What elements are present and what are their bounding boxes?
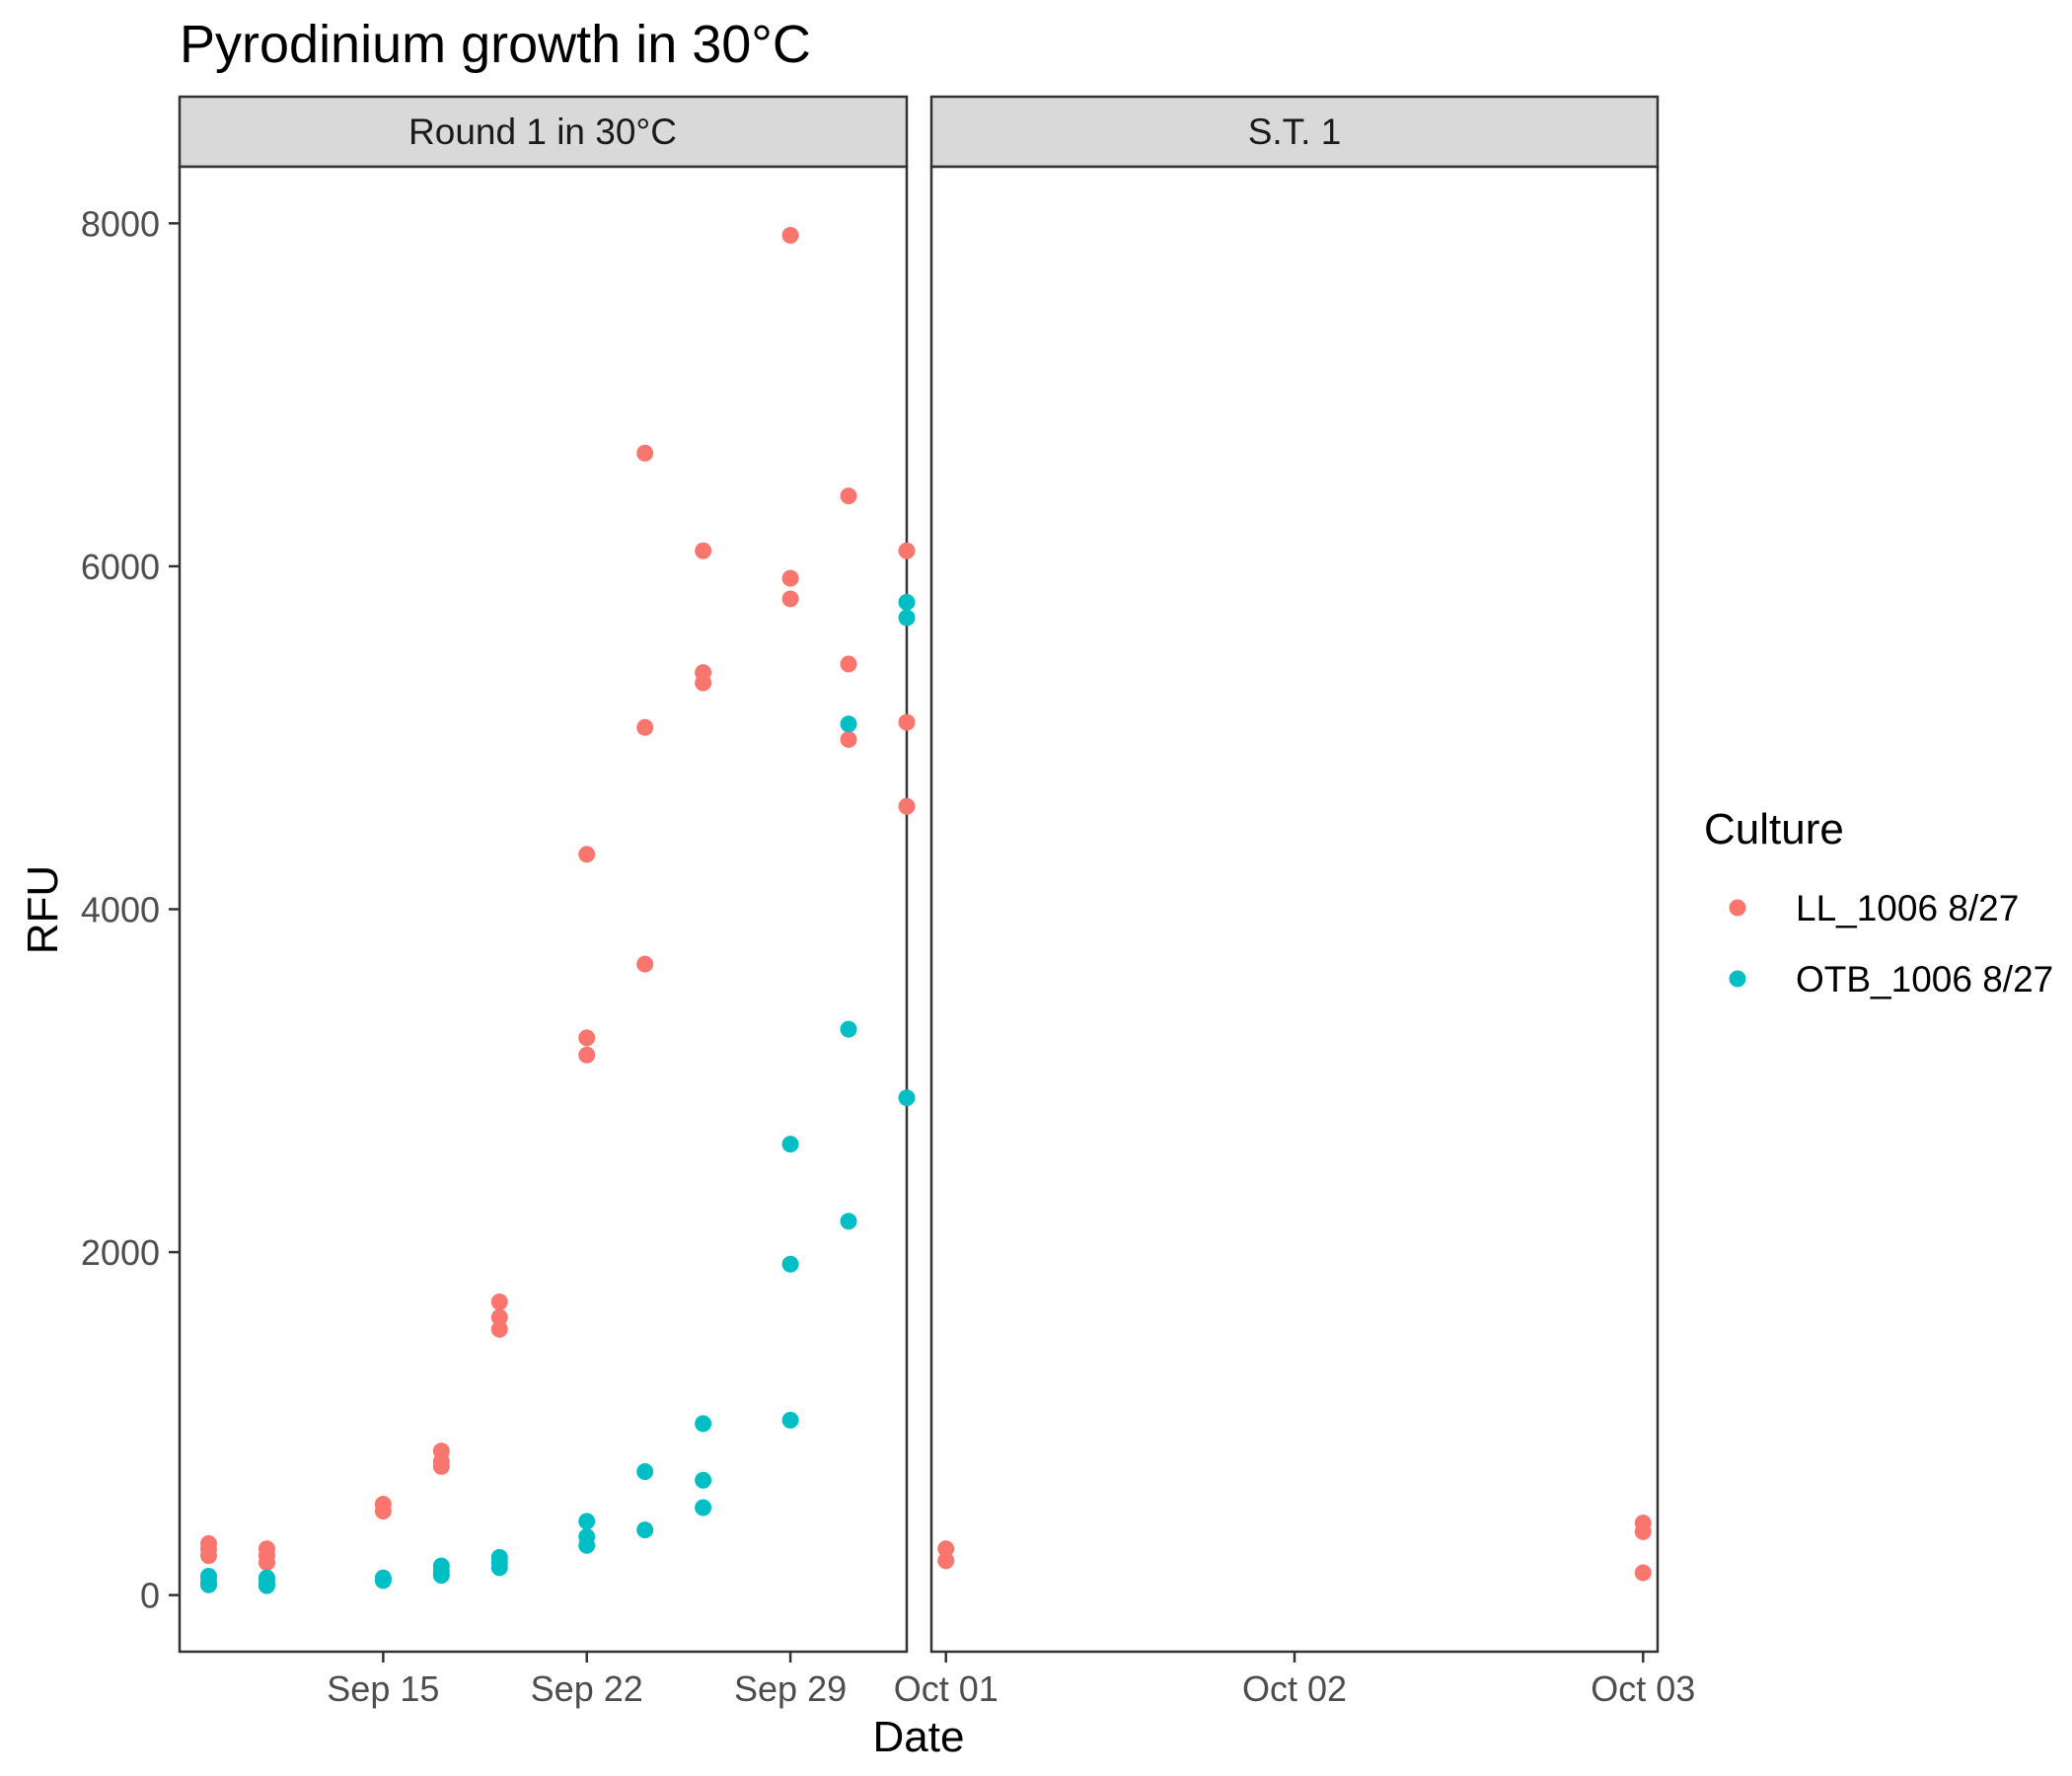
point-ll-1006-8-27 [374, 1502, 392, 1519]
point-ll-1006-8-27 [898, 713, 916, 731]
point-ll-1006-8-27 [490, 1293, 508, 1310]
facet-panel-st-1: S.T. 1 Oct 01 Oct 02 Oct 03 [894, 95, 1695, 1709]
point-ll-1006-8-27 [1634, 1564, 1652, 1582]
x-tick-label: Sep 15 [327, 1668, 439, 1709]
point-otb-1006-8-27 [374, 1572, 392, 1590]
y-tick-label: 2000 [81, 1232, 160, 1273]
point-otb-1006-8-27 [432, 1567, 450, 1585]
y-tick-label: 4000 [81, 890, 160, 930]
point-otb-1006-8-27 [840, 1213, 857, 1230]
point-otb-1006-8-27 [636, 1463, 654, 1481]
facet-panel-round-1: Round 1 in 30°C 0 2000 4000 6000 8000 Sep 15… [81, 95, 916, 1709]
point-otb-1006-8-27 [898, 593, 916, 611]
point-ll-1006-8-27 [937, 1552, 955, 1570]
point-ll-1006-8-27 [636, 955, 654, 973]
points-st-1 [937, 1515, 1652, 1582]
x-axis-st-1: Oct 01 Oct 02 Oct 03 [894, 1652, 1695, 1709]
point-otb-1006-8-27 [695, 1415, 712, 1433]
points-round-1 [199, 227, 916, 1594]
point-otb-1006-8-27 [695, 1471, 712, 1489]
chart-title: Pyrodinium growth in 30°C [180, 15, 811, 74]
point-ll-1006-8-27 [781, 569, 799, 587]
point-otb-1006-8-27 [898, 609, 916, 627]
point-otb-1006-8-27 [840, 715, 857, 733]
point-ll-1006-8-27 [898, 542, 916, 559]
point-otb-1006-8-27 [898, 1089, 916, 1107]
legend-key-ll-1006-8-27 [1729, 899, 1746, 917]
facet-strip-label-round-1: Round 1 in 30°C [408, 111, 677, 152]
point-otb-1006-8-27 [840, 1020, 857, 1038]
point-ll-1006-8-27 [695, 674, 712, 692]
point-otb-1006-8-27 [695, 1499, 712, 1517]
y-tick-label: 6000 [81, 547, 160, 587]
point-ll-1006-8-27 [781, 590, 799, 608]
legend-title: Culture [1704, 805, 1844, 853]
x-axis-title: Date [873, 1713, 965, 1761]
y-axis: 0 2000 4000 6000 8000 [81, 203, 180, 1616]
point-ll-1006-8-27 [199, 1547, 217, 1565]
panel-background-st-1 [929, 165, 1660, 1654]
point-ll-1006-8-27 [695, 542, 712, 559]
y-axis-title: RFU [19, 865, 67, 954]
legend: Culture LL_1006 8/27 OTB_1006 8/27 [1704, 805, 2053, 999]
point-otb-1006-8-27 [578, 1513, 596, 1530]
point-ll-1006-8-27 [781, 227, 799, 245]
legend-label-otb-1006-8-27: OTB_1006 8/27 [1796, 959, 2053, 999]
point-ll-1006-8-27 [578, 846, 596, 863]
point-otb-1006-8-27 [578, 1536, 596, 1554]
point-ll-1006-8-27 [636, 444, 654, 462]
x-tick-label: Sep 29 [734, 1668, 847, 1709]
point-ll-1006-8-27 [258, 1554, 275, 1572]
point-ll-1006-8-27 [840, 655, 857, 673]
point-otb-1006-8-27 [781, 1136, 799, 1153]
point-ll-1006-8-27 [432, 1457, 450, 1475]
x-tick-label: Oct 02 [1242, 1668, 1347, 1709]
point-ll-1006-8-27 [1634, 1522, 1652, 1540]
facet-strip-st-1 [929, 95, 1660, 169]
point-ll-1006-8-27 [490, 1320, 508, 1338]
facet-strip-round-1 [178, 95, 909, 169]
y-tick-label: 8000 [81, 203, 160, 244]
legend-items: LL_1006 8/27 OTB_1006 8/27 [1729, 888, 2053, 999]
point-ll-1006-8-27 [578, 1029, 596, 1047]
x-tick-label: Sep 22 [531, 1668, 643, 1709]
y-tick-label: 0 [140, 1576, 160, 1616]
panel-background-round-1 [178, 165, 909, 1654]
point-otb-1006-8-27 [490, 1559, 508, 1577]
x-axis-round-1: Sep 15 Sep 22 Sep 29 [327, 1652, 847, 1709]
point-ll-1006-8-27 [578, 1046, 596, 1064]
point-ll-1006-8-27 [490, 1308, 508, 1326]
facet-strip-label-st-1: S.T. 1 [1248, 111, 1342, 152]
point-ll-1006-8-27 [898, 797, 916, 815]
point-ll-1006-8-27 [840, 487, 857, 505]
point-ll-1006-8-27 [937, 1540, 955, 1558]
x-tick-label: Oct 03 [1591, 1668, 1695, 1709]
point-otb-1006-8-27 [781, 1255, 799, 1273]
point-otb-1006-8-27 [258, 1577, 275, 1594]
legend-key-otb-1006-8-27 [1729, 970, 1746, 988]
point-otb-1006-8-27 [636, 1521, 654, 1539]
point-otb-1006-8-27 [199, 1576, 217, 1593]
x-tick-label: Oct 01 [894, 1668, 999, 1709]
point-otb-1006-8-27 [781, 1411, 799, 1429]
legend-label-ll-1006-8-27: LL_1006 8/27 [1796, 888, 2019, 928]
point-ll-1006-8-27 [636, 718, 654, 736]
point-ll-1006-8-27 [840, 730, 857, 748]
